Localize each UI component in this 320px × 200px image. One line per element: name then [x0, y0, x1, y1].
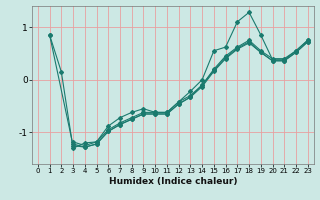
- X-axis label: Humidex (Indice chaleur): Humidex (Indice chaleur): [108, 177, 237, 186]
